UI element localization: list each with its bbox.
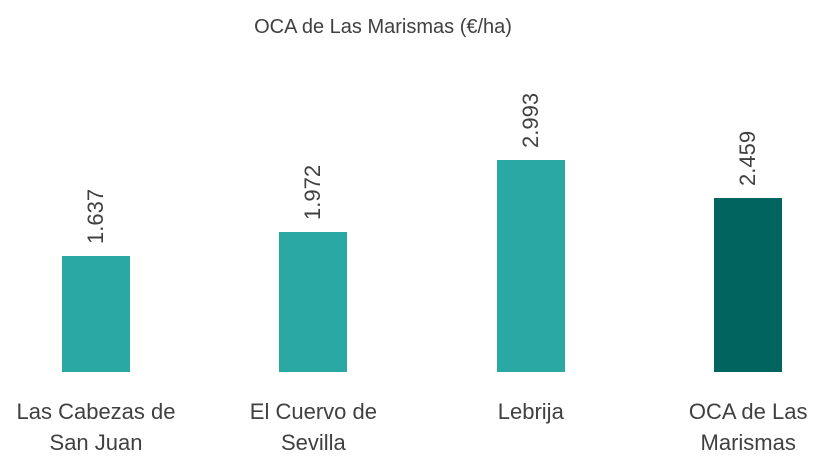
x-tick-label: Lebrija bbox=[497, 399, 564, 424]
value-label: 2.993 bbox=[517, 92, 543, 148]
value-label: 1.972 bbox=[300, 165, 326, 221]
bar bbox=[714, 197, 783, 372]
value-label: 2.459 bbox=[735, 130, 761, 186]
x-tick-label: OCA de Las Marismas bbox=[688, 399, 808, 455]
bar bbox=[279, 232, 348, 372]
value-label: 1.637 bbox=[83, 188, 108, 245]
x-tick-label: El Cuervo de Sevilla bbox=[249, 399, 377, 455]
x-tick-label: Las Cabezas de San Juan bbox=[16, 399, 176, 455]
bar bbox=[496, 160, 565, 372]
bar bbox=[62, 256, 130, 372]
chart-title: OCA de Las Marismas (€/ha) bbox=[254, 16, 512, 38]
